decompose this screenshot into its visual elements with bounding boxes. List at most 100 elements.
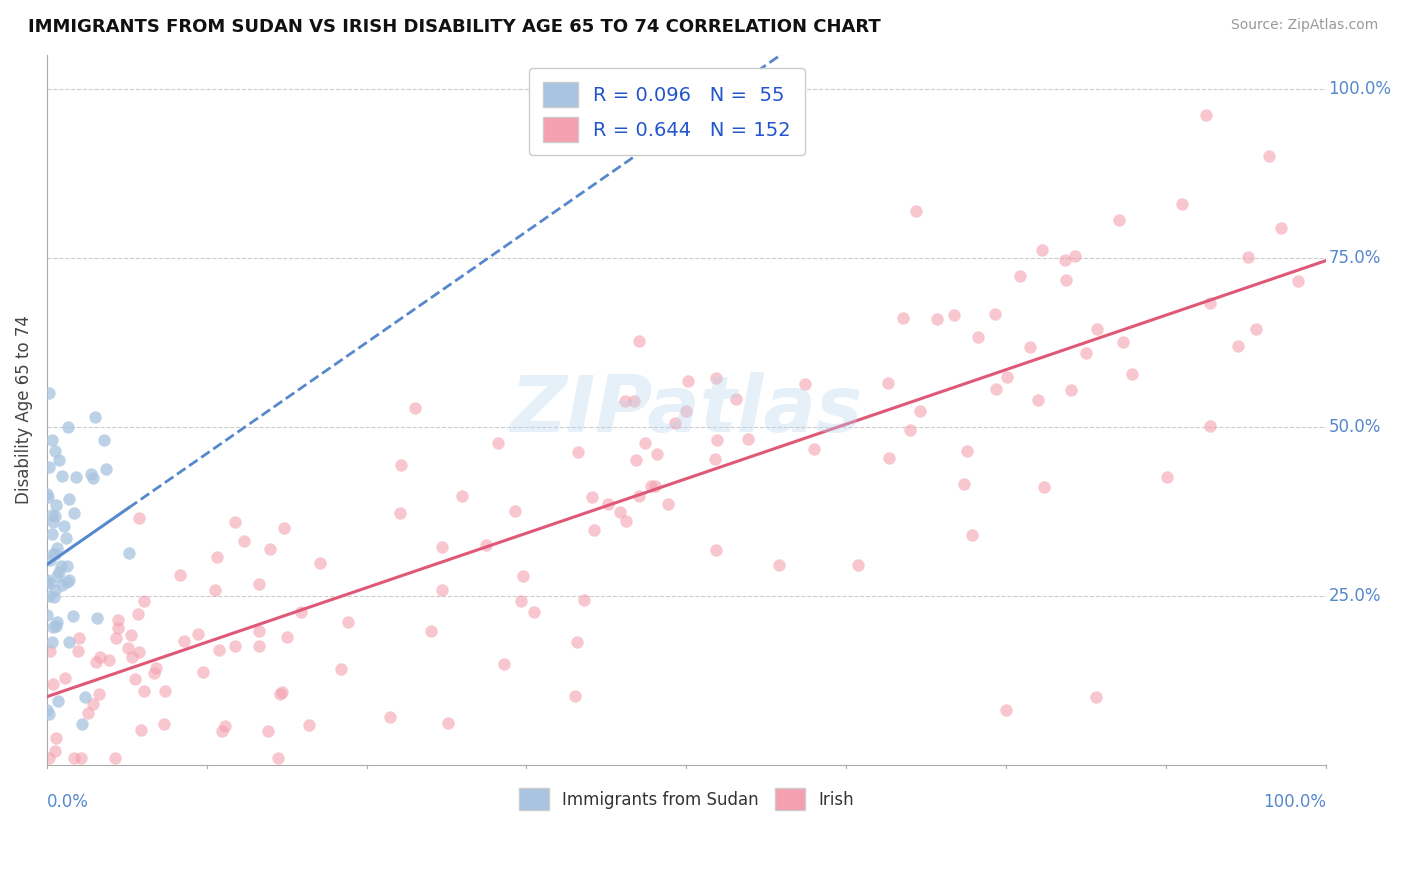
Point	[420, 624, 443, 639]
Point	[117, 546, 139, 560]
Point	[450, 489, 472, 503]
Point	[737, 432, 759, 446]
Point	[793, 376, 815, 391]
Point	[596, 497, 619, 511]
Point	[41, 526, 63, 541]
Point	[37, 486, 59, 500]
Point	[1156, 469, 1178, 483]
Point	[45, 731, 67, 746]
Point	[131, 723, 153, 737]
Point	[308, 557, 330, 571]
Point	[486, 436, 509, 450]
Point	[290, 605, 312, 619]
Text: Source: ZipAtlas.com: Source: ZipAtlas.com	[1230, 18, 1378, 32]
Point	[567, 445, 589, 459]
Point	[1108, 212, 1130, 227]
Text: ZIPatlas: ZIPatlas	[510, 372, 862, 448]
Point	[247, 624, 270, 638]
Point	[233, 534, 256, 549]
Point	[657, 497, 679, 511]
Point	[44, 744, 66, 758]
Point	[1270, 221, 1292, 235]
Point	[93, 434, 115, 448]
Point	[44, 508, 66, 523]
Point	[509, 594, 531, 608]
Point	[97, 653, 120, 667]
Point	[45, 619, 67, 633]
Point	[153, 684, 176, 698]
Point	[58, 573, 80, 587]
Point	[564, 690, 586, 704]
Point	[38, 589, 60, 603]
Point	[44, 547, 66, 561]
Point	[1054, 252, 1077, 267]
Point	[273, 521, 295, 535]
Y-axis label: Disability Age 65 to 74: Disability Age 65 to 74	[15, 316, 32, 504]
Point	[634, 435, 657, 450]
Point	[437, 716, 460, 731]
Point	[247, 576, 270, 591]
Point	[675, 404, 697, 418]
Point	[1170, 197, 1192, 211]
Point	[624, 453, 647, 467]
Point	[42, 620, 65, 634]
Point	[1031, 244, 1053, 258]
Point	[298, 718, 321, 732]
Point	[42, 591, 65, 605]
Point	[38, 751, 60, 765]
Point	[86, 611, 108, 625]
Point	[614, 394, 637, 409]
Point	[191, 665, 214, 679]
Point	[117, 640, 139, 655]
Point	[1257, 149, 1279, 163]
Point	[46, 694, 69, 708]
Point	[75, 690, 97, 704]
Point	[898, 423, 921, 437]
Point	[51, 468, 73, 483]
Point	[891, 310, 914, 325]
Legend: Immigrants from Sudan, Irish: Immigrants from Sudan, Irish	[512, 781, 860, 816]
Point	[214, 719, 236, 733]
Point	[330, 662, 353, 676]
Point	[512, 569, 534, 583]
Point	[269, 687, 291, 701]
Point	[1199, 419, 1222, 434]
Point	[581, 490, 603, 504]
Point	[87, 687, 110, 701]
Point	[72, 717, 94, 731]
Point	[51, 558, 73, 573]
Point	[67, 631, 90, 645]
Point	[153, 716, 176, 731]
Point	[1085, 322, 1108, 336]
Point	[124, 672, 146, 686]
Point	[430, 540, 453, 554]
Point	[1063, 249, 1085, 263]
Point	[1084, 690, 1107, 704]
Point	[1198, 296, 1220, 310]
Point	[142, 666, 165, 681]
Point	[475, 538, 498, 552]
Text: 75.0%: 75.0%	[1329, 249, 1381, 267]
Point	[259, 541, 281, 556]
Point	[582, 523, 605, 537]
Point	[205, 550, 228, 565]
Point	[45, 569, 67, 583]
Point	[1054, 273, 1077, 287]
Point	[37, 574, 59, 588]
Point	[169, 568, 191, 582]
Point	[38, 575, 60, 590]
Point	[664, 416, 686, 430]
Point	[52, 518, 75, 533]
Point	[37, 703, 59, 717]
Point	[388, 506, 411, 520]
Point	[676, 374, 699, 388]
Text: 25.0%: 25.0%	[1329, 587, 1381, 605]
Point	[1076, 345, 1098, 359]
Point	[1121, 367, 1143, 381]
Point	[768, 558, 790, 573]
Text: 0.0%: 0.0%	[46, 793, 89, 811]
Point	[224, 515, 246, 529]
Point	[44, 582, 66, 597]
Point	[145, 661, 167, 675]
Point	[380, 710, 402, 724]
